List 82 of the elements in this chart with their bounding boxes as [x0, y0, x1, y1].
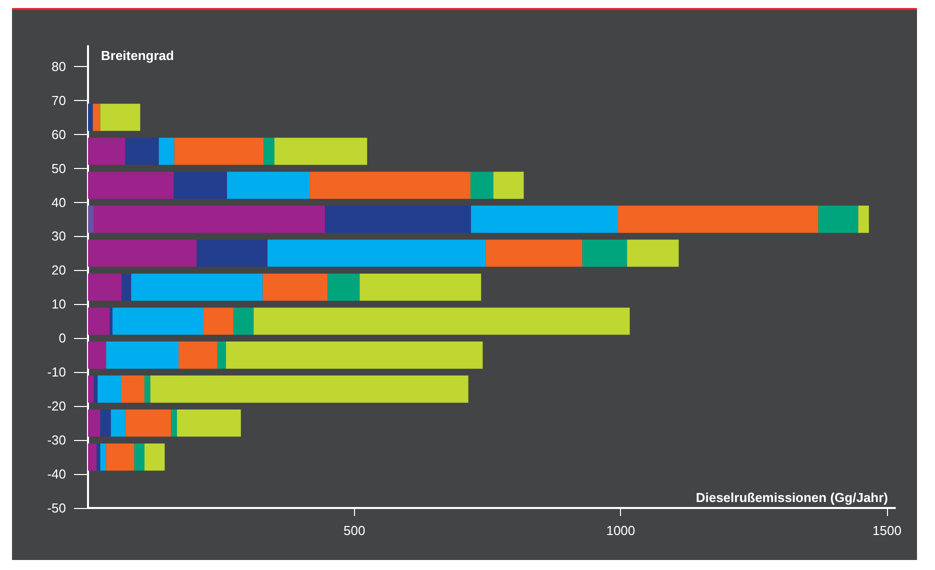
bar: [96, 443, 100, 471]
x-axis-title: Dieselrußemissionen (Gg/Jahr): [696, 490, 888, 505]
bar: [134, 443, 144, 471]
y-tick-label: 60: [52, 126, 66, 142]
bar: [268, 240, 486, 267]
bar: [106, 342, 179, 369]
bar: [144, 443, 165, 471]
bar: [858, 206, 869, 233]
bar: [233, 308, 254, 335]
x-tick-label: 1000: [606, 523, 636, 538]
bar: [226, 342, 483, 369]
y-tick-label: 40: [52, 194, 66, 210]
y-tick-label: -30: [47, 432, 66, 448]
y-tick-label: -10: [47, 364, 66, 380]
bar: [178, 342, 218, 369]
y-tick-label: -50: [47, 500, 66, 516]
bar: [627, 240, 679, 267]
y-tick-label: 30: [52, 228, 66, 244]
bar: [150, 376, 468, 403]
bar: [227, 172, 310, 199]
bar: [264, 138, 274, 165]
bar: [94, 206, 326, 233]
y-tick-label: 10: [52, 296, 66, 312]
bar: [470, 206, 618, 233]
x-tick-label: 1500: [872, 523, 902, 538]
bar: [88, 172, 174, 199]
bar: [171, 409, 177, 437]
bar: [262, 274, 328, 301]
bar: [112, 308, 204, 335]
bar: [98, 376, 122, 403]
bar: [131, 274, 263, 301]
bar: [174, 172, 228, 199]
bar: [360, 274, 482, 301]
bar: [88, 342, 106, 369]
bar: [121, 376, 144, 403]
bar: [88, 138, 126, 165]
bar: [88, 308, 110, 335]
y-tick-label: 80: [52, 58, 66, 74]
bar: [618, 206, 818, 233]
bar: [125, 409, 172, 437]
y-tick-label: 70: [52, 92, 66, 108]
bar: [125, 138, 159, 165]
bar: [88, 409, 100, 437]
y-tick-label: -40: [47, 466, 66, 482]
y-tick-label: 20: [52, 262, 66, 278]
bar: [110, 308, 113, 335]
bar: [106, 443, 134, 471]
y-tick-label: 50: [52, 160, 66, 176]
bar: [493, 172, 524, 199]
bar: [88, 443, 97, 471]
y-axis-title: Breitengrad: [101, 48, 174, 63]
bar: [582, 240, 628, 267]
bar: [310, 172, 470, 199]
bar: [100, 104, 140, 131]
bar: [470, 172, 494, 199]
bar: [274, 138, 368, 165]
bar: [110, 409, 126, 437]
bar: [176, 409, 241, 437]
bar: [92, 104, 100, 131]
bar: [144, 376, 150, 403]
bar: [818, 206, 858, 233]
bar: [174, 138, 264, 165]
bar: [88, 104, 93, 131]
bar: [122, 274, 132, 301]
x-tick-label: 500: [343, 523, 366, 538]
y-tick-label: 0: [58, 330, 66, 346]
bar: [196, 240, 268, 267]
bar: [325, 206, 471, 233]
bar: [100, 443, 106, 471]
bar: [217, 342, 226, 369]
bar: [88, 240, 197, 267]
bar: [88, 206, 94, 233]
y-tick-label: -20: [47, 398, 66, 414]
bar: [158, 138, 174, 165]
bar: [254, 308, 630, 335]
bar: [100, 409, 111, 437]
bar: [203, 308, 234, 335]
bar: [88, 274, 122, 301]
bar: [328, 274, 360, 301]
bar: [94, 376, 98, 403]
bar: [486, 240, 582, 267]
bar: [88, 376, 94, 403]
